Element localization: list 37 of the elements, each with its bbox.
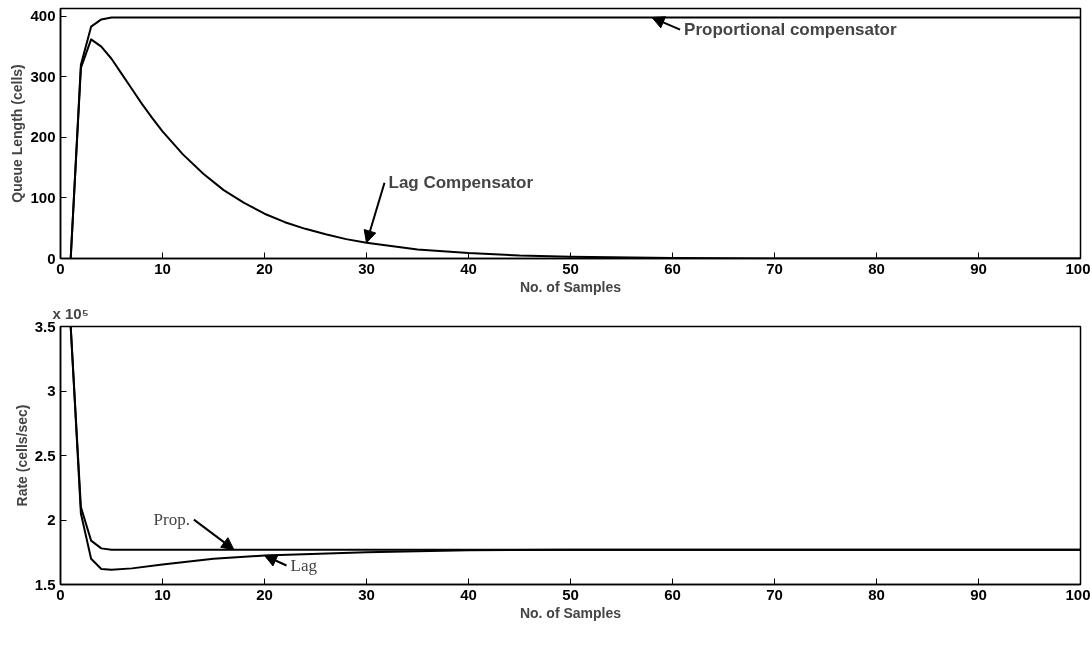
x-tick-label: 80 bbox=[868, 259, 885, 277]
x-tick-label: 10 bbox=[154, 585, 171, 603]
y-tick-label: 200 bbox=[30, 128, 56, 146]
y-axis-title: Rate (cells/sec) bbox=[13, 404, 30, 507]
y-axis-title: Queue Length (cells) bbox=[9, 64, 26, 203]
x-tick-label: 100 bbox=[1065, 259, 1090, 277]
y-tick-label: 3 bbox=[47, 382, 56, 399]
text: x 10⁵ bbox=[52, 304, 89, 322]
x-tick-label: 90 bbox=[970, 585, 987, 603]
x-tick-label: 50 bbox=[562, 259, 579, 277]
x-axis-title: No. of Samples bbox=[519, 604, 622, 621]
x-axis-title: No. of Samples bbox=[519, 278, 622, 295]
x-tick-label: 20 bbox=[256, 585, 273, 603]
x-tick-label: 60 bbox=[664, 585, 681, 603]
x-tick-label: 40 bbox=[460, 259, 477, 277]
y-tick-label: 400 bbox=[30, 7, 56, 25]
x-tick-label: 30 bbox=[358, 585, 375, 603]
annotation: Proportional compensator bbox=[684, 20, 898, 40]
x-tick-label: 30 bbox=[358, 259, 375, 277]
x-tick-label: 20 bbox=[256, 259, 273, 277]
y-tick-label: 1.5 bbox=[34, 575, 56, 593]
annotation: Prop. bbox=[153, 510, 190, 530]
x-tick-label: 10 bbox=[154, 259, 171, 277]
x-tick-label: 70 bbox=[766, 585, 783, 603]
annotation: Lag Compensator bbox=[388, 173, 534, 193]
y-tick-label: 300 bbox=[30, 67, 56, 85]
x-tick-label: 40 bbox=[460, 585, 477, 603]
y-tick-label: 100 bbox=[30, 188, 56, 206]
x-tick-label: 50 bbox=[562, 585, 579, 603]
annotation: Lag bbox=[290, 555, 318, 575]
x-tick-label: 100 bbox=[1065, 585, 1090, 603]
x-tick-label: 70 bbox=[766, 259, 783, 277]
y-tick-label: 2.5 bbox=[34, 446, 56, 464]
x-tick-label: 60 bbox=[664, 259, 681, 277]
x-tick-label: 90 bbox=[970, 259, 987, 277]
y-tick-label: 2 bbox=[47, 511, 56, 528]
x-tick-label: 80 bbox=[868, 585, 885, 603]
